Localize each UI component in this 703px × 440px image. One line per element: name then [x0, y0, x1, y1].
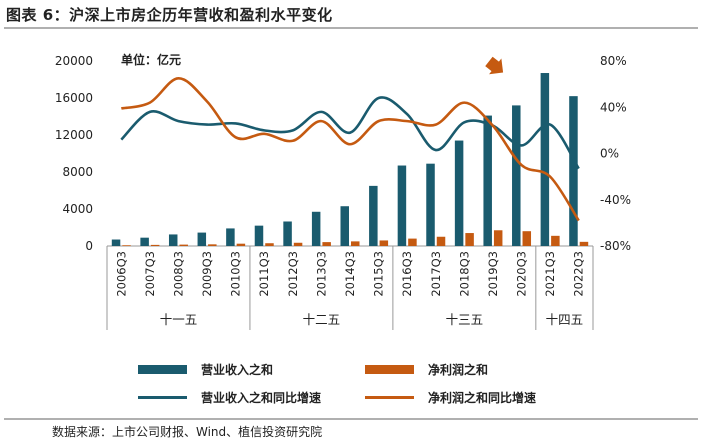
left-tick-label: 12000: [55, 128, 93, 142]
profit-bar: [150, 244, 160, 246]
right-tick-label: 40%: [600, 100, 627, 114]
legend-swatch-profit: [365, 365, 414, 374]
profit-bar: [265, 243, 274, 246]
right-tick-label: -40%: [600, 193, 631, 207]
profit-bar: [551, 235, 560, 246]
left-tick-label: 8000: [62, 165, 93, 179]
revenue-bar: [111, 239, 121, 246]
legend-profit: 净利润之和: [365, 361, 488, 378]
revenue-bar: [397, 165, 407, 246]
category-label: 2006Q3: [114, 251, 128, 297]
revenue-bar: [254, 225, 264, 246]
legend-profit-growth: 净利润之和同比增速: [365, 389, 536, 406]
category-label: 2013Q3: [314, 251, 328, 297]
source-note: 数据来源：上市公司财报、Wind、植信投资研究院: [52, 425, 323, 439]
legend-swatch-profit-growth: [365, 396, 414, 399]
category-label: 2009Q3: [200, 251, 214, 297]
footer-divider: [4, 418, 698, 420]
revenue-bar: [283, 221, 292, 246]
left-tick-label: 4000: [62, 202, 93, 216]
title-divider: [4, 27, 698, 29]
period-label: 十三五: [446, 312, 484, 327]
profit-bar: [293, 242, 303, 246]
category-label: 2011Q3: [257, 251, 271, 297]
legend-swatch-revenue: [138, 365, 187, 374]
category-label: 2010Q3: [229, 251, 243, 297]
profit-bar: [493, 230, 503, 246]
profit-bar: [236, 243, 246, 246]
profit-bar: [322, 242, 331, 246]
revenue-bar: [426, 163, 435, 246]
profit-bar: [122, 245, 131, 246]
category-label: 2019Q3: [486, 251, 500, 297]
legend-label-profit: 净利润之和: [428, 363, 489, 377]
profit-bar: [208, 244, 217, 246]
legend-revenue: 营业收入之和: [138, 361, 273, 378]
category-label: 2017Q3: [429, 251, 443, 297]
left-tick-label: 16000: [55, 91, 93, 105]
revenue-bar: [140, 237, 149, 246]
profit-bar: [579, 241, 589, 246]
period-label: 十四五: [546, 312, 584, 327]
category-label: 2022Q3: [572, 251, 586, 297]
left-tick-label: 0: [85, 239, 93, 253]
category-label: 2008Q3: [171, 251, 185, 297]
category-label: 2012Q3: [286, 251, 300, 297]
profit-growth-line: [121, 77, 580, 222]
revenue-bar: [340, 206, 349, 246]
category-label: 2021Q3: [543, 251, 557, 297]
legend-swatch-revenue-growth: [138, 396, 187, 399]
lines: [120, 77, 580, 222]
category-label: 2018Q3: [457, 251, 471, 297]
profit-bar: [408, 238, 417, 246]
right-tick-label: 0%: [600, 147, 619, 161]
annotation-arrow-icon: [485, 56, 504, 75]
revenue-bar: [197, 232, 207, 246]
period-label: 十二五: [303, 312, 341, 327]
profit-bar: [465, 233, 474, 246]
category-label: 2020Q3: [515, 251, 529, 297]
profit-bar: [179, 244, 188, 246]
period-label: 十一五: [160, 312, 198, 327]
legend-revenue-growth: 营业收入之和同比增速: [138, 389, 321, 406]
x-axis: 2006Q3 2007Q3 2008Q3 2009Q3 2010Q3 2011Q3 2012…: [106, 246, 594, 330]
legend-label-revenue-growth: 营业收入之和同比增速: [201, 391, 322, 405]
left-tick-label: 20000: [55, 54, 93, 68]
revenue-bar: [540, 73, 550, 247]
category-label: 2014Q3: [343, 251, 357, 297]
legend-label-profit-growth: 净利润之和同比增速: [428, 391, 537, 405]
right-tick-label: -80%: [600, 239, 631, 253]
unit-label: 单位：亿元: [121, 52, 181, 67]
category-label: 2015Q3: [372, 251, 386, 297]
bars: [111, 73, 589, 247]
category-label: 2016Q3: [400, 251, 414, 297]
profit-bar: [522, 231, 532, 246]
right-tick-label: 80%: [600, 54, 627, 68]
revenue-bar: [483, 115, 492, 246]
revenue-bar: [311, 211, 321, 246]
revenue-bar: [168, 234, 178, 246]
revenue-bar: [454, 140, 464, 246]
revenue-bar: [512, 105, 521, 247]
revenue-bar: [369, 185, 378, 246]
revenue-bar: [226, 228, 235, 246]
category-label: 2007Q3: [143, 251, 157, 297]
profit-bar: [351, 241, 360, 246]
axes: 0 4000 8000 12000 16000 20000 -80% -40% 0% 40% 80%: [55, 54, 631, 253]
profit-bar: [436, 236, 446, 246]
revenue-bar: [569, 96, 578, 247]
revenue-growth-line: [120, 96, 580, 170]
chart-title: 图表 6：沪深上市房企历年营收和盈利水平变化: [6, 6, 333, 24]
legend-label-revenue: 营业收入之和: [201, 363, 274, 377]
profit-bar: [379, 240, 389, 246]
